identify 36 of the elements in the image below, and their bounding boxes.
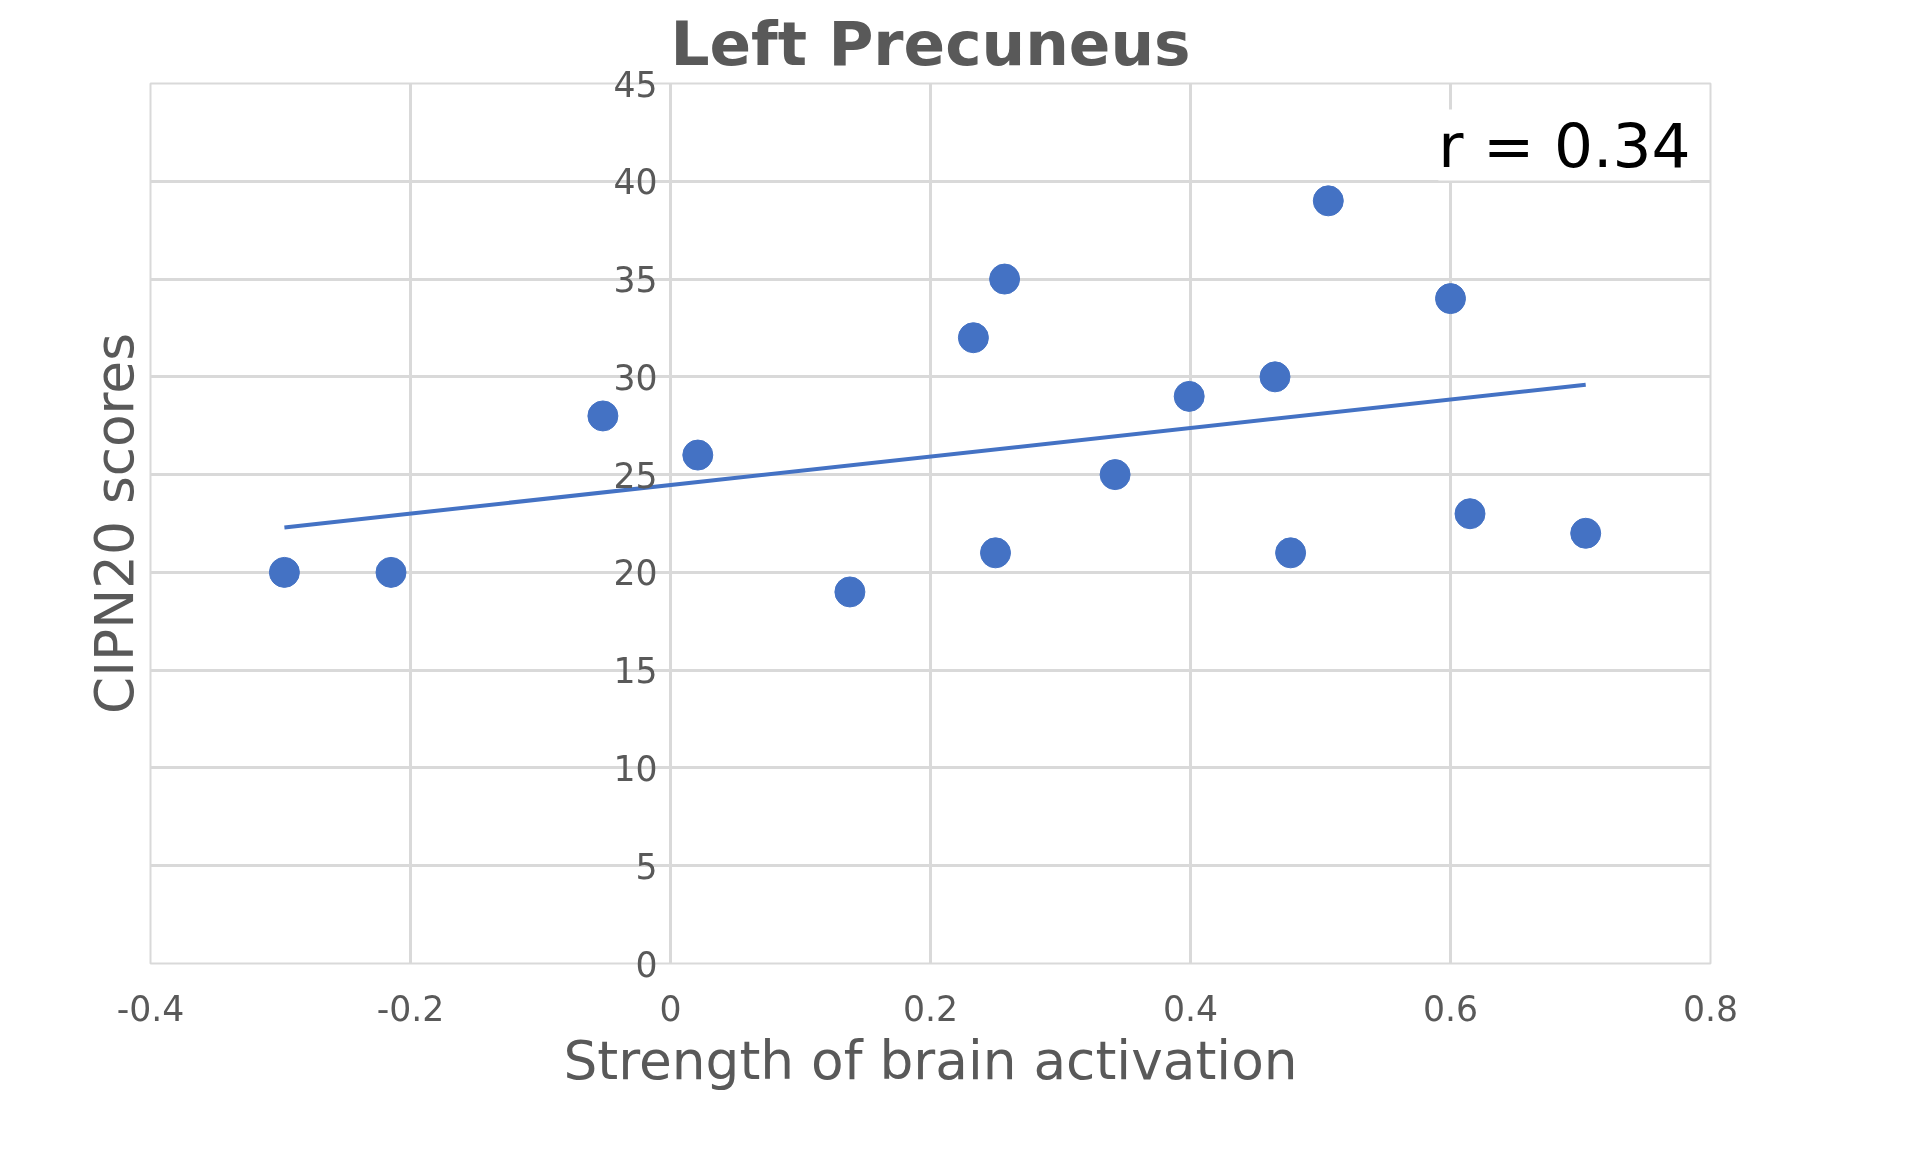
y-tick-label: 5: [635, 846, 658, 887]
point: [587, 400, 619, 432]
point: [1454, 498, 1486, 530]
x-tick-label: 0.8: [1682, 988, 1739, 1029]
x-tick-label: 0.2: [902, 988, 959, 1029]
point: [268, 556, 300, 588]
point: [1259, 361, 1291, 393]
y-tick-label: 40: [613, 162, 658, 203]
annotation: r = 0.34: [1438, 109, 1691, 181]
point: [1173, 380, 1205, 412]
y-axis-title: CIPN20 scores: [82, 333, 146, 714]
point: [1099, 459, 1131, 491]
y-tick-label: 35: [613, 260, 658, 301]
y-tick-label: 20: [613, 553, 658, 594]
y-tick-label: 25: [613, 455, 658, 496]
y-tick-label: 15: [613, 651, 658, 692]
point: [375, 556, 407, 588]
point: [682, 439, 714, 471]
x-tick-label: -0.2: [376, 988, 445, 1029]
point: [980, 537, 1011, 569]
y-tick-label: 10: [613, 748, 658, 789]
point: [834, 576, 866, 608]
x-tick-label: -0.4: [116, 988, 185, 1029]
point: [1435, 283, 1466, 315]
y-tick-label: 0: [635, 944, 658, 985]
x-tick-label: 0.6: [1422, 988, 1479, 1029]
x-tick-label: 0.4: [1162, 988, 1219, 1029]
point: [957, 322, 989, 354]
point: [1312, 185, 1344, 217]
y-tick-label: 30: [613, 357, 658, 398]
point: [1275, 537, 1307, 569]
y-tick-label: 45: [613, 64, 658, 105]
x-axis-title: Strength of brain activation: [563, 1028, 1298, 1092]
point: [1570, 517, 1602, 549]
chart-title: Left Precuneus: [670, 7, 1191, 79]
point: [989, 263, 1021, 295]
